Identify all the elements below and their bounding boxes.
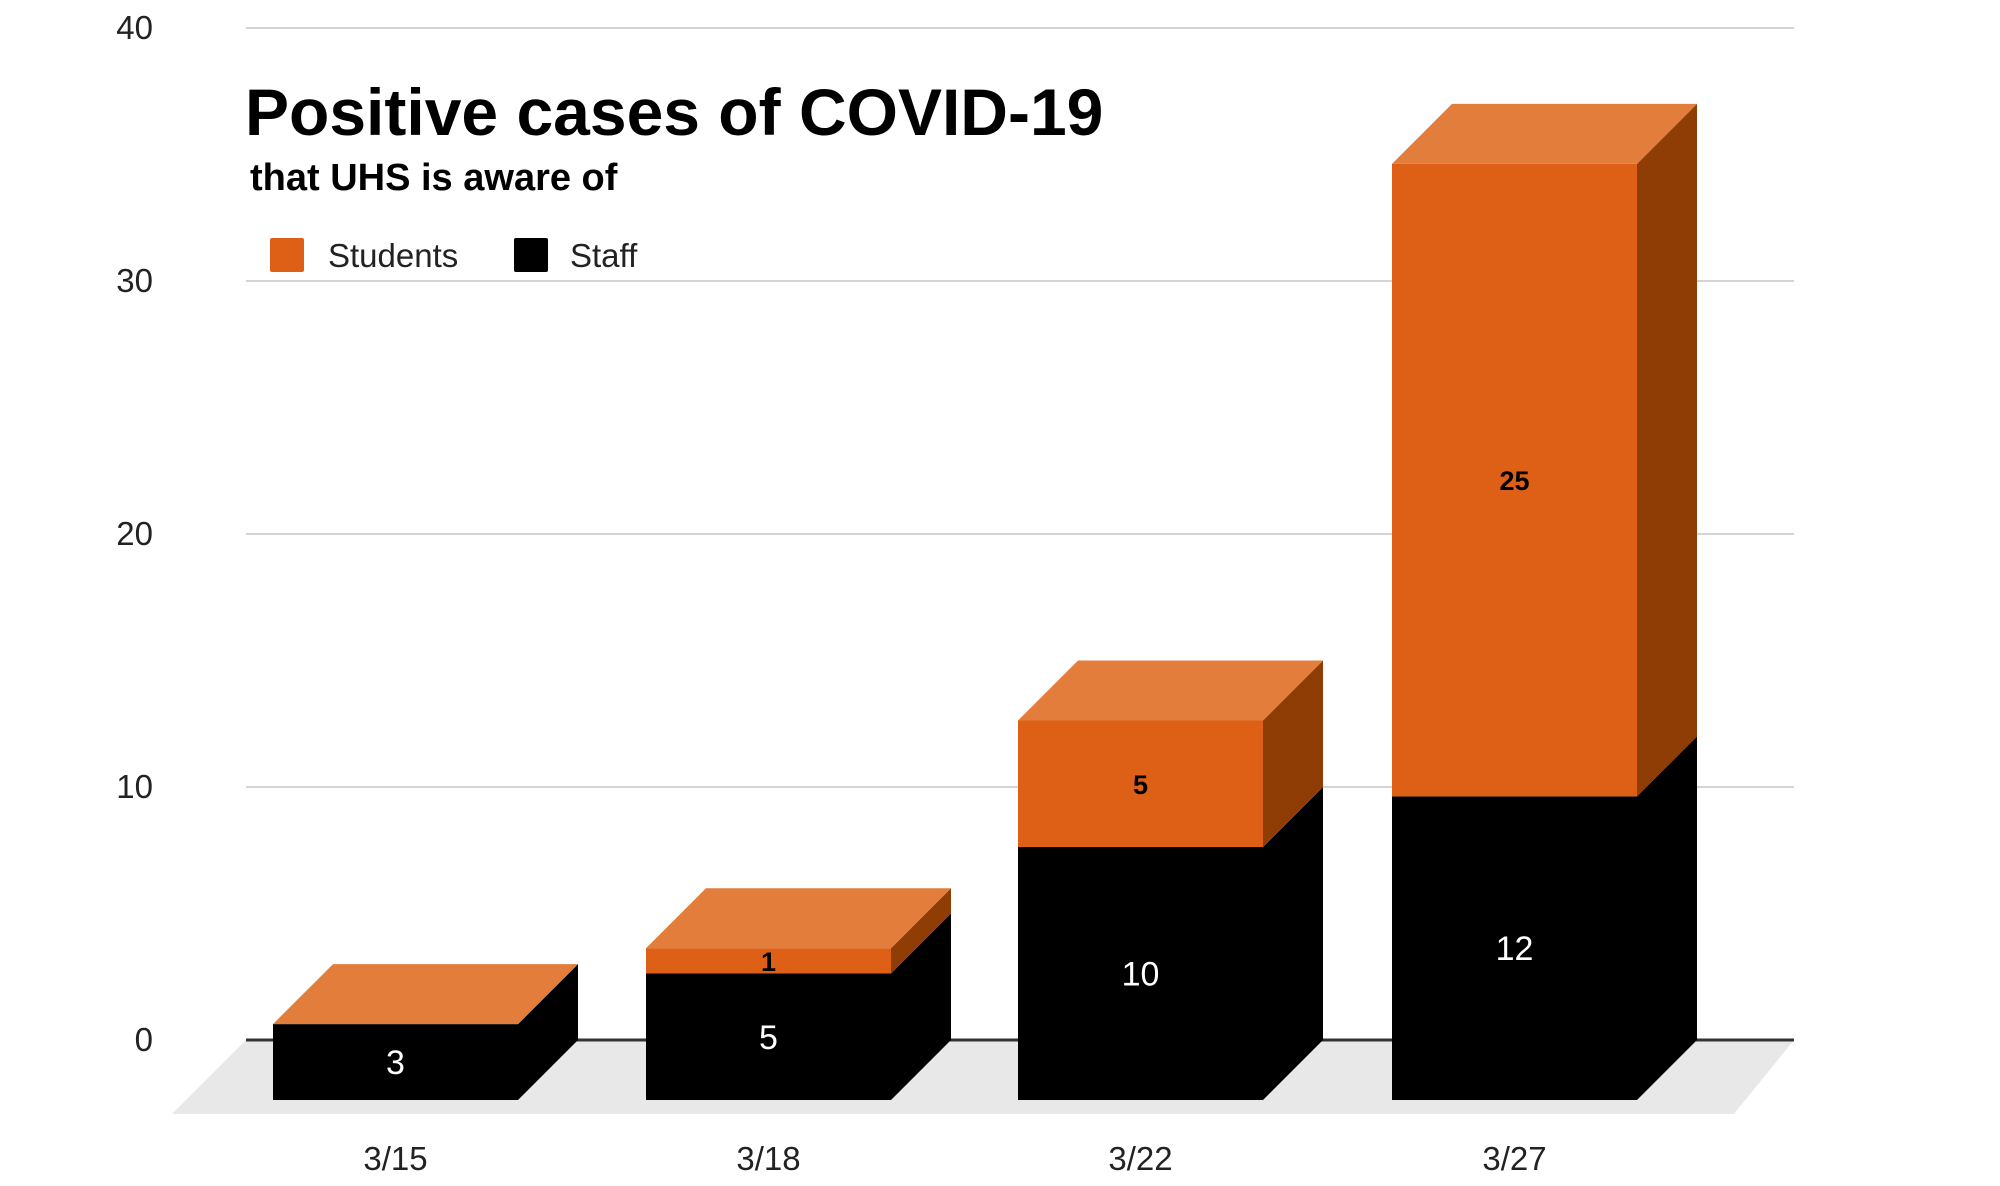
data-label-staff-3/27: 12 — [1496, 930, 1534, 968]
bar-students-3/22 — [1018, 720, 1263, 847]
bar-staff-side-3/18 — [891, 913, 951, 1100]
bar-students-3/18 — [646, 948, 891, 974]
x-axis-categories: 3/15 3/18 3/22 3/27 — [363, 1140, 1546, 1177]
y-tick-label-10: 10 — [116, 768, 153, 805]
x-tick-label-3/15: 3/15 — [363, 1140, 427, 1177]
legend-label-staff: Staff — [570, 237, 638, 274]
bar-staff-side-3/15 — [518, 964, 578, 1100]
data-labels: 3 5 1 10 5 12 25 — [386, 466, 1533, 1082]
chart-subtitle: that UHS is aware of — [250, 157, 618, 199]
legend-swatch-students — [270, 238, 304, 272]
y-tick-label-20: 20 — [116, 515, 153, 552]
y-tick-label-30: 30 — [116, 262, 153, 299]
bar-top-3/22 — [1018, 660, 1323, 721]
chart-title: Positive cases of COVID-19 — [245, 75, 1103, 149]
floor-plane — [172, 1040, 1794, 1114]
chart-floor — [172, 1040, 1794, 1114]
x-tick-label-3/27: 3/27 — [1482, 1140, 1546, 1177]
bar-students-side-3/18 — [891, 888, 951, 974]
data-label-staff-3/22: 10 — [1122, 956, 1160, 994]
data-label-students-3/27: 25 — [1499, 466, 1529, 496]
bar-staff-3/15 — [273, 1024, 518, 1100]
data-label-students-3/18: 1 — [761, 947, 776, 977]
y-axis-ticks: 0 10 20 30 40 — [116, 9, 153, 1058]
bars — [273, 103, 1697, 1100]
bar-staff-side-3/27 — [1637, 736, 1697, 1100]
bar-top-3/27 — [1392, 103, 1697, 164]
legend: Students Staff — [270, 237, 638, 274]
y-tick-label-0: 0 — [135, 1021, 153, 1058]
bar-staff-3/27 — [1392, 796, 1637, 1100]
bar-students-3/27 — [1392, 163, 1637, 797]
bar-top-3/18 — [646, 888, 951, 949]
bar-students-side-3/22 — [1263, 660, 1323, 847]
bar-group-3/27 — [1392, 103, 1697, 1100]
bar-group-3/15 — [273, 964, 578, 1100]
legend-label-students: Students — [328, 237, 458, 274]
y-tick-label-40: 40 — [116, 9, 153, 46]
bar-staff-3/22 — [1018, 847, 1263, 1100]
bar-staff-side-3/22 — [1263, 787, 1323, 1100]
legend-swatch-staff — [514, 238, 548, 272]
data-label-students-3/22: 5 — [1133, 770, 1148, 800]
data-label-staff-3/15: 3 — [386, 1044, 405, 1082]
x-tick-label-3/18: 3/18 — [736, 1140, 800, 1177]
bar-group-3/18 — [646, 888, 951, 1100]
bar-group-3/22 — [1018, 660, 1323, 1100]
bar-staff-3/18 — [646, 973, 891, 1100]
bar-students-side-3/27 — [1637, 103, 1697, 797]
x-tick-label-3/22: 3/22 — [1108, 1140, 1172, 1177]
data-label-staff-3/18: 5 — [759, 1019, 778, 1057]
bar-top-3/15 — [273, 964, 578, 1025]
